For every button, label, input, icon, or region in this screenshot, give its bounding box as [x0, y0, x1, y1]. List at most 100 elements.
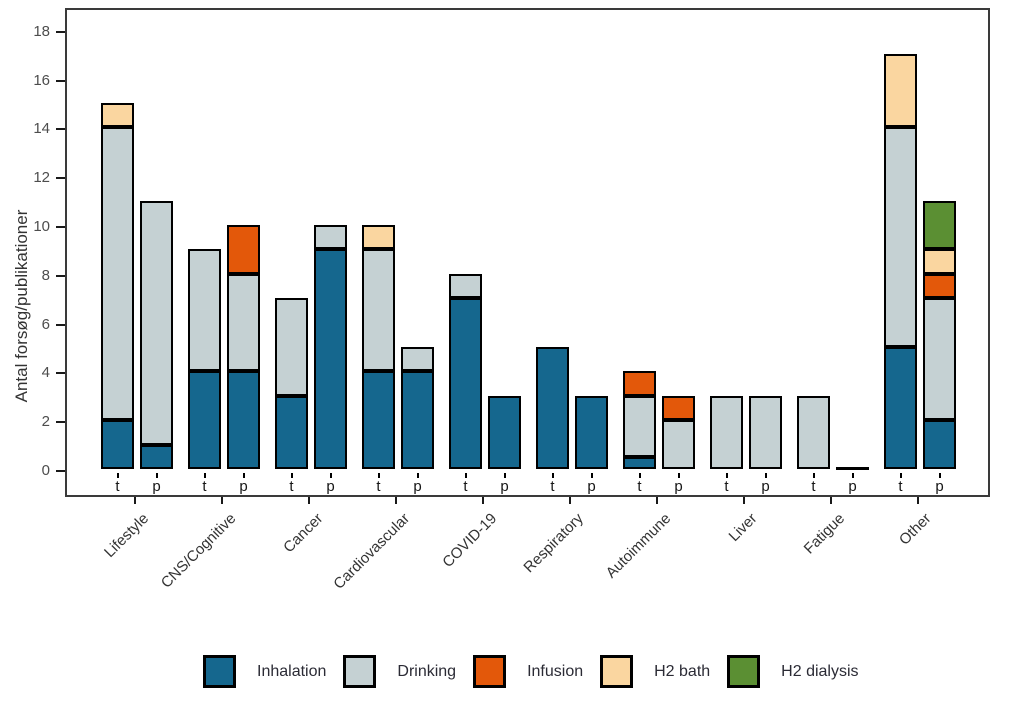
bar-minor-tick	[290, 473, 293, 478]
bar-segment-drinking	[797, 395, 830, 469]
x-axis-tick	[395, 497, 397, 504]
bar-segment-inhalation	[362, 371, 395, 469]
y-axis-tick	[56, 372, 65, 375]
bar-sublabel: t	[898, 478, 903, 495]
category-label: Cardiovascular	[330, 510, 414, 593]
y-axis-tick	[56, 177, 65, 180]
bar-minor-tick	[329, 473, 332, 478]
x-axis-tick	[569, 497, 571, 504]
bar-minor-tick	[590, 473, 593, 478]
bar-segment-inhalation	[884, 347, 917, 469]
x-axis-tick	[482, 497, 484, 504]
x-axis-tick	[221, 497, 223, 504]
bar-segment-inhalation	[314, 249, 347, 469]
stacked-bar-t	[188, 249, 221, 469]
bar-segment-drinking	[449, 273, 482, 299]
bar-sublabel: p	[761, 478, 770, 495]
legend-item: H2 bath	[600, 655, 710, 688]
bar-minor-tick	[638, 473, 641, 478]
y-axis-tick-label: 14	[33, 120, 50, 138]
bar-sublabel: p	[152, 478, 161, 495]
bar-segment-drinking	[101, 127, 134, 421]
bar-minor-tick	[899, 473, 902, 478]
x-axis-tick	[917, 497, 919, 504]
y-axis-tick-label: 2	[41, 413, 50, 431]
bar-segment-drinking	[623, 395, 656, 457]
y-axis-tick-label: 18	[33, 22, 50, 40]
y-axis-tick	[56, 421, 65, 424]
bar-minor-tick	[677, 473, 680, 478]
bar-sublabel: t	[550, 478, 555, 495]
bar-sublabel: t	[289, 478, 294, 495]
x-axis-tick	[308, 497, 310, 504]
zero-value-bar	[836, 467, 869, 470]
bar-segment-inhalation	[923, 420, 956, 469]
y-axis-tick	[56, 128, 65, 131]
x-axis-tick	[134, 497, 136, 504]
legend-label: Drinking	[397, 662, 457, 680]
category-label: CNS/Cognitive	[157, 510, 240, 592]
bar-segment-h2-bath	[101, 103, 134, 128]
bar-minor-tick	[503, 473, 506, 478]
bar-segment-h2-dialysis	[923, 200, 956, 250]
bar-segment-drinking	[401, 347, 434, 372]
bar-sublabel: t	[376, 478, 381, 495]
y-axis-tick-label: 8	[41, 266, 50, 284]
bar-segment-inhalation	[140, 444, 173, 469]
stacked-bar-p	[575, 395, 608, 469]
bar-segment-inhalation	[449, 298, 482, 469]
y-axis-tick-label: 6	[41, 315, 50, 333]
bar-sublabel: t	[115, 478, 120, 495]
bar-segment-h2-bath	[923, 249, 956, 274]
bar-segment-inhalation	[575, 395, 608, 469]
stacked-bar-t	[536, 347, 569, 469]
stacked-bar-p	[488, 395, 521, 469]
y-axis-tick	[56, 323, 65, 326]
bar-segment-drinking	[314, 225, 347, 250]
bar-segment-drinking	[275, 298, 308, 396]
bar-segment-inhalation	[275, 395, 308, 469]
stacked-bar-t	[275, 298, 308, 469]
bar-sublabel: t	[202, 478, 207, 495]
bar-minor-tick	[464, 473, 467, 478]
stacked-bar-t	[623, 371, 656, 469]
bar-segment-inhalation	[623, 456, 656, 469]
bar-minor-tick	[938, 473, 941, 478]
bar-sublabel: p	[239, 478, 248, 495]
bar-sublabel: p	[935, 478, 944, 495]
bar-minor-tick	[242, 473, 245, 478]
bar-minor-tick	[155, 473, 158, 478]
bar-segment-h2-bath	[884, 54, 917, 128]
stacked-bar-p	[662, 395, 695, 469]
bar-segment-inhalation	[536, 347, 569, 469]
bar-segment-drinking	[710, 395, 743, 469]
legend-swatch-h2-dialysis	[727, 655, 761, 688]
legend-label: H2 dialysis	[781, 662, 859, 680]
stacked-bar-t	[362, 225, 395, 469]
bar-segment-infusion	[923, 273, 956, 299]
y-axis-tick	[56, 79, 65, 82]
bar-sublabel: p	[326, 478, 335, 495]
bar-segment-drinking	[188, 249, 221, 372]
bar-segment-drinking	[362, 249, 395, 372]
stacked-bar-t	[884, 54, 917, 469]
legend-item: Drinking	[343, 655, 456, 688]
legend-label: Infusion	[527, 662, 584, 680]
bar-minor-tick	[203, 473, 206, 478]
bar-segment-infusion	[227, 225, 260, 274]
bar-sublabel: t	[724, 478, 729, 495]
category-label: Other	[896, 510, 936, 549]
bar-segment-inhalation	[101, 420, 134, 469]
stacked-bar-p	[314, 225, 347, 469]
bar-sublabel: t	[637, 478, 642, 495]
legend-swatch-inhalation	[203, 655, 236, 688]
bar-segment-drinking	[923, 298, 956, 421]
stacked-bar-p	[227, 225, 260, 469]
y-axis-tick-label: 10	[33, 218, 50, 235]
bar-minor-tick	[551, 473, 554, 478]
y-axis-tick-label: 0	[41, 462, 50, 479]
y-axis-tick	[56, 470, 65, 472]
bar-minor-tick	[116, 473, 119, 478]
stacked-bar-p	[401, 347, 434, 469]
